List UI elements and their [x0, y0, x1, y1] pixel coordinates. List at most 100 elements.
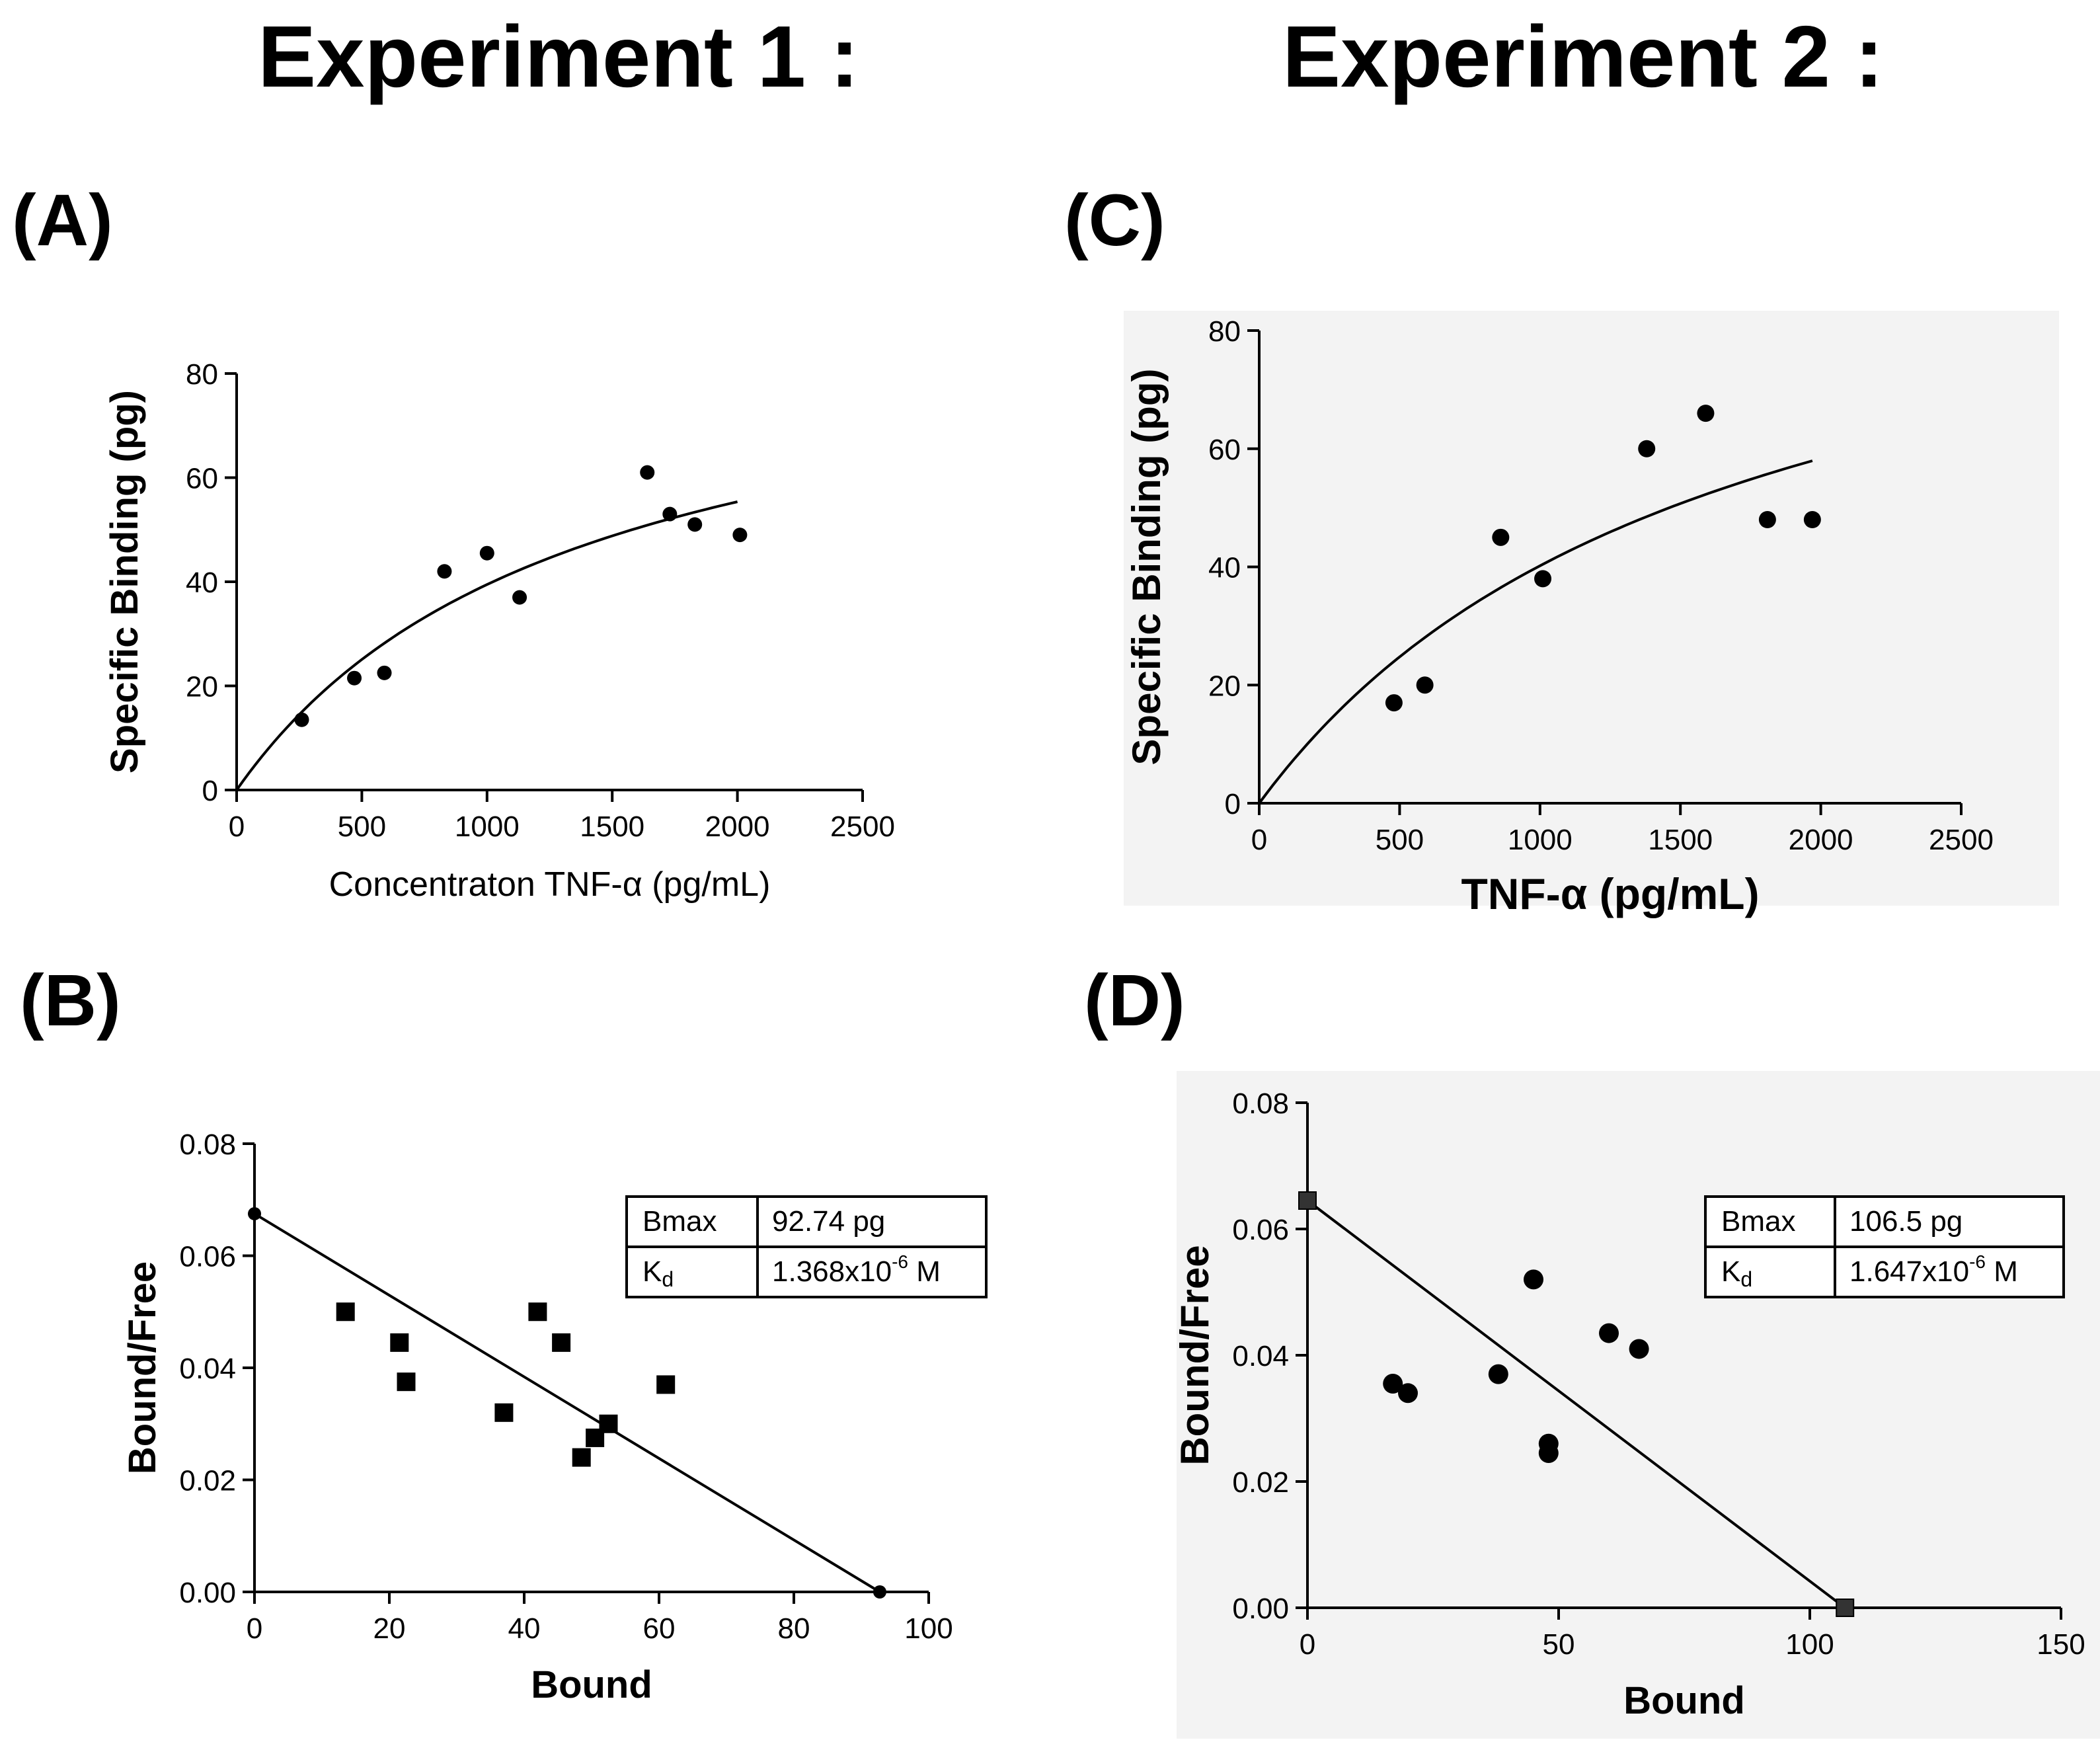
chart-d-data-point: [1599, 1323, 1619, 1343]
chart-c-x-axis-label: TNF-α (pg/mL): [1461, 869, 1759, 918]
chart-c: 0 500 1000 1500 2000 2500 0 20 40 60 80 TNF-α (pg/m…: [1124, 311, 2059, 918]
chart-d-data-point: [1488, 1364, 1508, 1384]
chart-c-y-tick-label: 20: [1208, 670, 1241, 702]
chart-b-data-point: [656, 1375, 676, 1394]
chart-d-x-tick-label: 100: [1785, 1628, 1834, 1661]
panel-label-c: (C): [1064, 180, 1165, 261]
chart-c-fit-curve: [1258, 459, 1813, 805]
chart-b-data-point: [494, 1403, 514, 1422]
chart-d-x-tick-label: 0: [1300, 1628, 1315, 1661]
chart-d-data-point: [1398, 1383, 1418, 1404]
chart-b-intercept-point: [248, 1206, 261, 1220]
chart-a-y-tick-label: 80: [186, 358, 218, 391]
chart-c-data-point: [1758, 511, 1776, 528]
chart-c-y-tick-label: 40: [1208, 552, 1241, 584]
chart-b-y-tick-label: 0.08: [179, 1128, 236, 1161]
panel-label-d: (D): [1084, 960, 1185, 1041]
chart-a-data-point: [687, 517, 703, 532]
chart-b-x-tick-label: 20: [373, 1612, 406, 1645]
chart-b-x-tick-label: 60: [643, 1612, 676, 1645]
chart-d-y-axis-label: Bound/Free: [1173, 1245, 1217, 1465]
chart-b-data-point: [599, 1414, 618, 1433]
chart-a-x-tick-label: 1500: [580, 811, 644, 843]
chart-d-parameter-table: Bmax 106.5 pg Kd 1.647x10-6 M: [1704, 1195, 2065, 1298]
chart-b-x-axis-label: Bound: [531, 1663, 652, 1706]
chart-d-y-tick-label: 0.02: [1232, 1466, 1289, 1499]
chart-c-y-tick-label: 80: [1208, 315, 1241, 348]
chart-b-data-point: [336, 1302, 355, 1322]
chart-c-data-point: [1385, 694, 1403, 712]
chart-a-data-point: [662, 506, 678, 522]
chart-a-data-point: [479, 545, 494, 561]
chart-b-y-tick-label: 0.04: [179, 1353, 236, 1385]
chart-a-x-tick-label: 500: [338, 811, 386, 843]
chart-c-y-axis-label: Specific Binding (pg): [1124, 369, 1169, 766]
chart-c-y-tick-label: 0: [1225, 788, 1241, 820]
chart-a-y-tick-label: 20: [186, 671, 218, 703]
chart-c-data-point: [1803, 511, 1821, 528]
table-row-label: Kd: [642, 1255, 674, 1291]
chart-b-y-tick-label: 0.02: [179, 1465, 236, 1497]
chart-a-y-tick-label: 40: [186, 567, 218, 599]
chart-d-data-point: [1524, 1269, 1543, 1290]
chart-b-data-point: [397, 1372, 416, 1392]
chart-d-y-tick-label: 0.04: [1232, 1340, 1289, 1372]
chart-b-intercept-point: [873, 1585, 886, 1599]
chart-c-data-point: [1492, 528, 1510, 546]
chart-c-x-tick-label: 0: [1251, 824, 1267, 856]
panel-label-a: (A): [12, 180, 113, 261]
chart-a-data-point: [377, 665, 392, 680]
chart-d-data-point: [1629, 1339, 1649, 1359]
chart-a-data-point: [294, 712, 309, 727]
chart-a-data-point: [640, 465, 655, 480]
chart-c-data-point: [1638, 440, 1656, 457]
chart-a-data-point: [512, 590, 527, 605]
chart-b-data-point: [572, 1448, 591, 1467]
chart-b-y-tick-label: 0.06: [179, 1241, 236, 1273]
experiment-2-title: Experiment 2 :: [1282, 8, 1884, 105]
experiment-1-title: Experiment 1 :: [258, 8, 859, 105]
chart-c-x-tick-label: 2000: [1789, 824, 1853, 856]
chart-a-x-tick-label: 2500: [830, 811, 895, 843]
chart-b-x-tick-label: 0: [247, 1612, 262, 1645]
chart-c-data-point: [1416, 676, 1434, 694]
chart-d-intercept-point: [1298, 1191, 1317, 1210]
table-row-value: 1.647x10-6 M: [1849, 1251, 2018, 1288]
table-row-label: Bmax: [1721, 1205, 1795, 1238]
chart-a-y-tick-label: 60: [186, 463, 218, 495]
chart-b-x-tick-label: 40: [508, 1612, 541, 1645]
chart-d-y-tick-label: 0.00: [1232, 1593, 1289, 1625]
chart-d-intercept-point: [1836, 1599, 1855, 1617]
chart-a-data-point: [732, 528, 748, 543]
chart-c-x-tick-label: 1500: [1648, 824, 1713, 856]
chart-a-x-tick-label: 1000: [455, 811, 520, 843]
chart-a-fit-curve: [235, 500, 738, 791]
chart-c-x-tick-label: 1000: [1508, 824, 1573, 856]
table-row-label: Kd: [1721, 1255, 1752, 1291]
chart-d-x-axis-label: Bound: [1623, 1679, 1745, 1722]
table-row-value: 1.368x10-6 M: [772, 1251, 941, 1288]
table-row-label: Bmax: [642, 1205, 717, 1238]
chart-d-y-tick-label: 0.06: [1232, 1214, 1289, 1246]
chart-c-x-tick-label: 2500: [1929, 824, 1994, 856]
chart-d-data-point: [1538, 1443, 1559, 1464]
chart-a-data-point: [347, 670, 362, 686]
chart-c-data-point: [1534, 570, 1552, 588]
panel-label-b: (B): [20, 960, 121, 1041]
chart-b-x-tick-label: 80: [778, 1612, 810, 1645]
chart-a-x-tick-label: 2000: [705, 811, 770, 843]
chart-a: 0 500 1000 1500 2000 2500 0 20 40 60 80 Concentrato…: [103, 358, 895, 904]
chart-d-data-point: [1383, 1373, 1403, 1394]
chart-b-data-point: [390, 1333, 409, 1352]
chart-b-x-tick-label: 100: [904, 1612, 953, 1645]
chart-c-data-point: [1697, 405, 1715, 422]
table-row-value: 92.74 pg: [772, 1205, 885, 1238]
chart-d-background: [1177, 1071, 2100, 1739]
chart-d-x-tick-label: 150: [2037, 1628, 2085, 1661]
chart-a-x-axis-label: Concentraton TNF-α (pg/mL): [329, 865, 771, 904]
chart-d-y-tick-label: 0.08: [1232, 1088, 1289, 1120]
chart-a-y-tick-label: 0: [202, 775, 218, 807]
chart-d-fit-line: [1306, 1199, 1846, 1609]
chart-a-data-point: [437, 564, 452, 579]
